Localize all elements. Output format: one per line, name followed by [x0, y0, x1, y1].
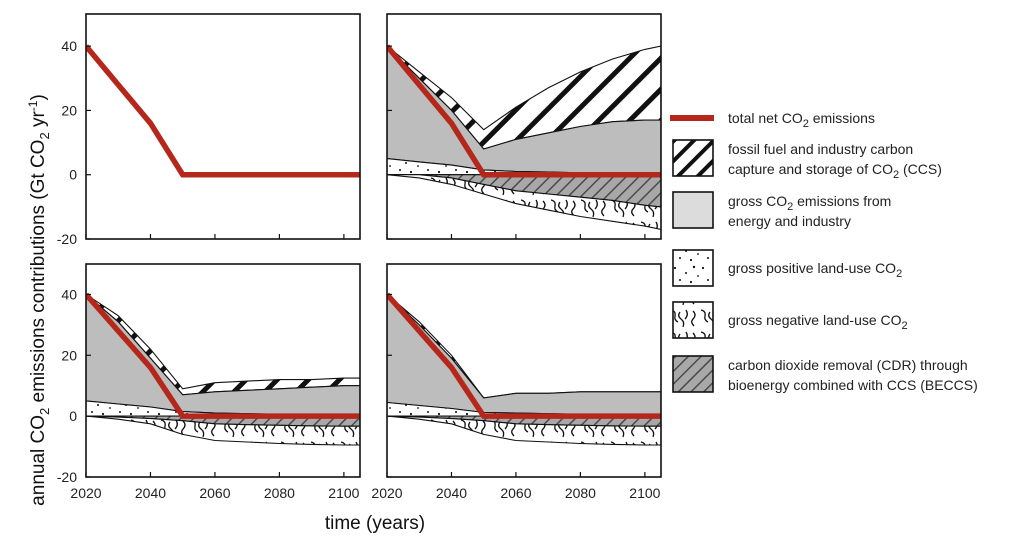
y-tick-label: 0: [69, 167, 77, 183]
panel-top-left: 40 20 0 -20: [57, 13, 361, 247]
y-tick-label: 40: [61, 286, 77, 302]
plot-area: [86, 292, 360, 446]
x-tick-label: 2040: [135, 485, 166, 501]
legend-item-net: total net CO2 emissions: [670, 110, 875, 130]
y-label-part: yr: [28, 111, 49, 133]
y-label-part: annual CO: [28, 415, 49, 506]
plot-area: [387, 44, 661, 230]
y-tick-label: -20: [57, 231, 77, 247]
legend-label: gross negative land-use CO2: [728, 312, 908, 332]
x-axis-label: time (years): [325, 513, 425, 534]
land-negative-band: [86, 415, 360, 446]
gross-energy-band: [387, 293, 661, 416]
net-emissions-line: [86, 44, 360, 178]
legend-swatch: [672, 139, 714, 177]
net-emissions-line: [387, 292, 661, 419]
legend-swatch: [672, 191, 714, 229]
axes-frame: [386, 13, 662, 240]
legend-label: capture and storage of CO2 (CCS): [728, 161, 942, 181]
x-tick-label: 2100: [328, 485, 359, 501]
plot-area: [86, 44, 360, 178]
y-tick-label: 20: [61, 347, 77, 363]
y-label-part: emissions contributions (Gt CO: [28, 140, 49, 408]
x-tick-label: 2020: [371, 485, 402, 501]
x-tick-label: 2080: [264, 485, 295, 501]
land-negative-band: [387, 415, 661, 446]
y-tick-label: -20: [57, 469, 77, 485]
x-tick-label: 2060: [199, 485, 230, 501]
y-label-subscript: 2: [37, 408, 52, 415]
x-tick-label: 2020: [70, 485, 101, 501]
legend-swatch: [672, 301, 714, 339]
y-label-part: ): [28, 94, 49, 100]
x-tick-label: 2060: [500, 485, 531, 501]
legend-label: fossil fuel and industry carbon: [728, 141, 913, 157]
legend-swatch: [672, 249, 714, 287]
y-tick-label: 0: [69, 408, 77, 424]
legend-label: gross positive land-use CO2: [728, 260, 902, 280]
panel-bottom-right: 2020 2040 2060 2080 2100: [371, 263, 662, 501]
y-label-superscript: -1: [26, 100, 40, 111]
net-emissions-line: [387, 44, 661, 178]
legend-label: carbon dioxide removal (CDR) through: [728, 357, 968, 373]
gross-energy-band: [86, 293, 360, 416]
legend-item-landneg: gross negative land-use CO2: [672, 301, 908, 339]
legend-label: total net CO2 emissions: [728, 110, 875, 130]
axes-frame: [386, 263, 662, 478]
y-label-subscript: 2: [37, 132, 52, 139]
legend-item-beccs: carbon dioxide removal (CDR) through bioe…: [672, 355, 978, 393]
legend-swatch: [672, 355, 714, 393]
axes-frame: [85, 263, 361, 478]
plot-area: [387, 292, 661, 446]
legend-label: gross CO2 emissions from: [728, 193, 891, 213]
x-tick-label: 2100: [629, 485, 660, 501]
panel-top-right: [386, 13, 662, 240]
y-tick-label: 20: [61, 102, 77, 118]
y-axis-label: annual CO2 emissions contributions (Gt C…: [26, 94, 52, 506]
net-emissions-line: [86, 292, 360, 419]
land-negative-band: [387, 174, 661, 230]
legend: total net CO2 emissions fossil fuel and i…: [670, 110, 978, 393]
axes-frame: [85, 13, 361, 240]
x-tick-label: 2040: [436, 485, 467, 501]
legend-item-landpos: gross positive land-use CO2: [672, 249, 902, 287]
y-tick-label: 40: [61, 38, 77, 54]
legend-item-ccs: fossil fuel and industry carbon capture a…: [672, 139, 942, 181]
x-tick-label: 2080: [565, 485, 596, 501]
legend-label: bioenergy combined with CCS (BECCS): [728, 377, 978, 393]
legend-label: energy and industry: [728, 213, 851, 229]
